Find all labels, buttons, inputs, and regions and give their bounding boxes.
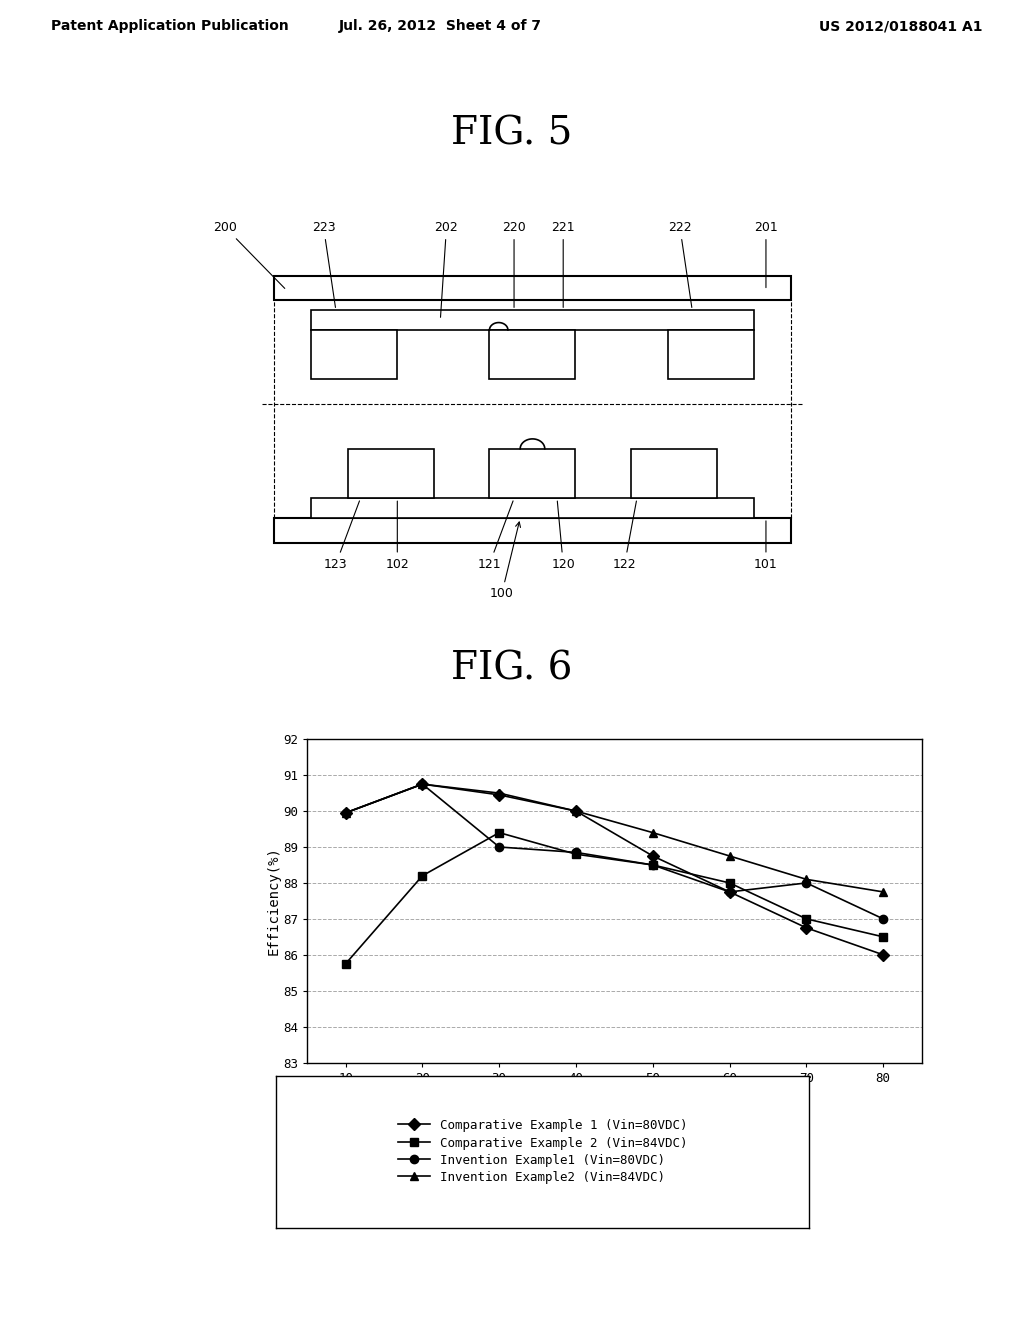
Bar [274, 276, 791, 300]
Bar [274, 517, 791, 543]
Text: 102: 102 [385, 502, 410, 570]
Text: Patent Application Publication: Patent Application Publication [51, 20, 289, 33]
Line: Comparative Example 1 (Vin=80VDC): Comparative Example 1 (Vin=80VDC) [341, 780, 888, 958]
Invention Example2 (Vin=84VDC) [416, 776, 428, 792]
Comparative Example 2 (Vin=84VDC) [647, 857, 659, 873]
Invention Example1 (Vin=80VDC) [569, 845, 582, 861]
Invention Example1 (Vin=80VDC) [800, 875, 812, 891]
Text: 123: 123 [324, 500, 359, 570]
Bar [489, 449, 575, 498]
Comparative Example 2 (Vin=84VDC) [340, 956, 352, 972]
Invention Example2 (Vin=84VDC) [723, 847, 735, 863]
Comparative Example 2 (Vin=84VDC) [723, 875, 735, 891]
Bar [668, 330, 754, 379]
Invention Example2 (Vin=84VDC) [877, 884, 889, 900]
Text: 100: 100 [489, 521, 520, 601]
Text: 122: 122 [612, 502, 637, 570]
Comparative Example 1 (Vin=80VDC) [800, 920, 812, 936]
Comparative Example 2 (Vin=84VDC) [494, 825, 506, 841]
Legend: Comparative Example 1 (Vin=80VDC), Comparative Example 2 (Vin=84VDC), Invention : Comparative Example 1 (Vin=80VDC), Compa… [392, 1113, 693, 1191]
Bar [631, 449, 717, 498]
Invention Example1 (Vin=80VDC) [877, 911, 889, 927]
Y-axis label: Efficiency(%): Efficiency(%) [266, 846, 281, 956]
Comparative Example 1 (Vin=80VDC) [416, 776, 428, 792]
Invention Example1 (Vin=80VDC) [647, 857, 659, 873]
Comparative Example 2 (Vin=84VDC) [800, 911, 812, 927]
Text: 120: 120 [551, 502, 575, 570]
Text: 221: 221 [551, 220, 575, 308]
Text: FIG. 6: FIG. 6 [452, 651, 572, 688]
Invention Example1 (Vin=80VDC) [416, 776, 428, 792]
Comparative Example 2 (Vin=84VDC) [569, 846, 582, 862]
Invention Example2 (Vin=84VDC) [569, 803, 582, 818]
Text: 200: 200 [213, 220, 285, 288]
Comparative Example 1 (Vin=80VDC) [340, 805, 352, 821]
Bar [311, 330, 397, 379]
Text: 223: 223 [311, 220, 336, 308]
Text: FIG. 5: FIG. 5 [452, 115, 572, 153]
Invention Example1 (Vin=80VDC) [340, 805, 352, 821]
Bar [311, 498, 754, 517]
Invention Example2 (Vin=84VDC) [340, 805, 352, 821]
Comparative Example 1 (Vin=80VDC) [723, 884, 735, 900]
Text: 202: 202 [434, 220, 459, 317]
Text: 101: 101 [754, 521, 778, 570]
Comparative Example 1 (Vin=80VDC) [569, 803, 582, 818]
Text: Jul. 26, 2012  Sheet 4 of 7: Jul. 26, 2012 Sheet 4 of 7 [339, 20, 542, 33]
Comparative Example 2 (Vin=84VDC) [877, 929, 889, 945]
Text: US 2012/0188041 A1: US 2012/0188041 A1 [819, 20, 983, 33]
Comparative Example 1 (Vin=80VDC) [877, 946, 889, 962]
Invention Example2 (Vin=84VDC) [494, 785, 506, 801]
Text: 220: 220 [502, 220, 526, 308]
Line: Comparative Example 2 (Vin=84VDC): Comparative Example 2 (Vin=84VDC) [341, 829, 888, 968]
Line: Invention Example2 (Vin=84VDC): Invention Example2 (Vin=84VDC) [341, 780, 888, 896]
Text: 222: 222 [668, 220, 692, 308]
Bar [311, 310, 754, 330]
Invention Example1 (Vin=80VDC) [494, 840, 506, 855]
Comparative Example 2 (Vin=84VDC) [416, 867, 428, 883]
Comparative Example 1 (Vin=80VDC) [647, 847, 659, 863]
Comparative Example 1 (Vin=80VDC) [494, 787, 506, 803]
Invention Example2 (Vin=84VDC) [800, 871, 812, 887]
Invention Example2 (Vin=84VDC) [647, 825, 659, 841]
Text: 121: 121 [477, 500, 513, 570]
Bar [489, 330, 575, 379]
Text: 201: 201 [754, 220, 778, 288]
Bar [348, 449, 434, 498]
Line: Invention Example1 (Vin=80VDC): Invention Example1 (Vin=80VDC) [341, 780, 888, 923]
X-axis label: output voltage(V): output voltage(V) [543, 1090, 686, 1105]
Invention Example1 (Vin=80VDC) [723, 884, 735, 900]
